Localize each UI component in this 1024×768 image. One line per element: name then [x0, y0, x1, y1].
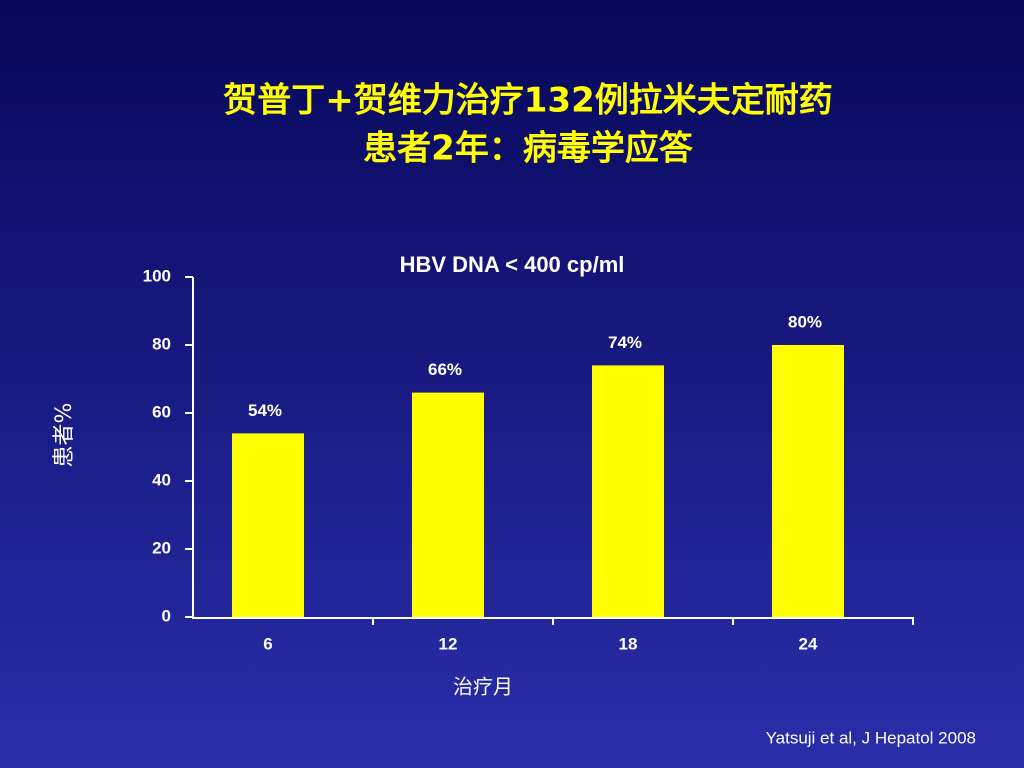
value-label: 74%: [608, 333, 642, 352]
x-axis-label: 治疗月: [453, 675, 513, 699]
chart-subtitle: HBV DNA < 400 cp/ml: [400, 252, 625, 277]
bar: [232, 433, 304, 617]
value-label: 54%: [248, 401, 282, 420]
y-tick-label: 60: [152, 402, 171, 421]
y-tick-label: 100: [143, 266, 171, 285]
y-tick-label: 40: [152, 470, 171, 489]
y-tick-label: 80: [152, 334, 171, 353]
bar: [412, 392, 484, 617]
bar: [772, 345, 844, 617]
y-tick-label: 0: [162, 606, 171, 625]
y-axis-label: 患者%: [52, 403, 77, 468]
y-tick-label: 20: [152, 538, 171, 557]
bar: [592, 365, 664, 617]
title-line: 患者2年：病毒学应答: [363, 129, 694, 169]
title-line: 贺普丁+贺维力治疗132例拉米夫定耐药: [223, 81, 832, 121]
value-label: 66%: [428, 360, 462, 379]
x-tick-label: 6: [263, 634, 272, 653]
value-label: 80%: [788, 312, 822, 331]
x-tick-label: 24: [799, 634, 818, 653]
x-tick-label: 18: [619, 634, 638, 653]
x-tick-label: 12: [439, 634, 458, 653]
source-note: Yatsuji et al, J Hepatol 2008: [766, 728, 976, 747]
